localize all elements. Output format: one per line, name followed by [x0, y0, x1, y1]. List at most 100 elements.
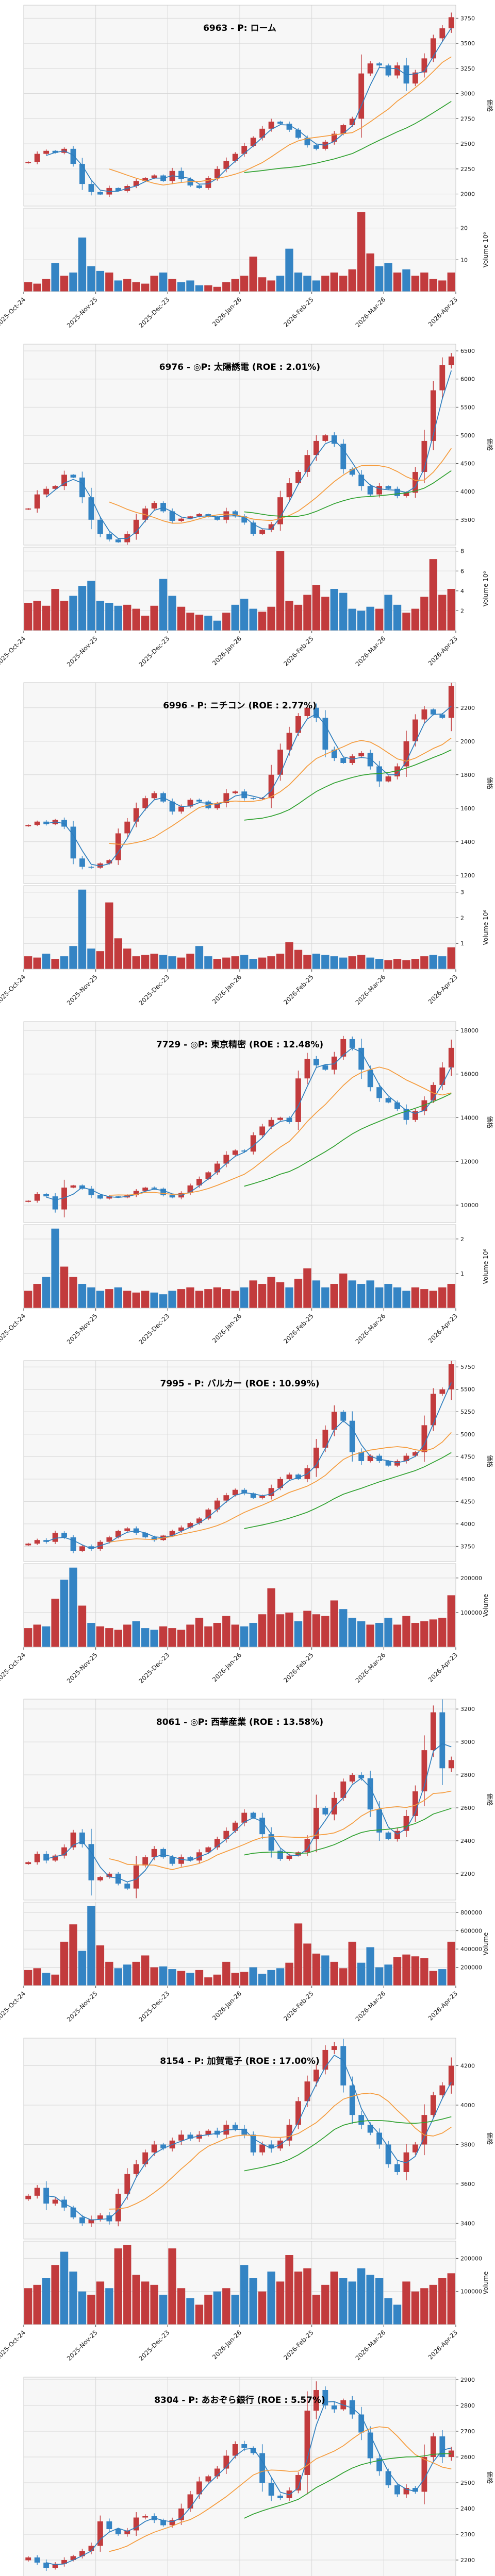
- x-tick-label: 2025-Nov-25: [65, 1990, 99, 2024]
- stock-chart-8304: 2025-Oct-242025-Nov-252025-Dec-232026-Ja…: [0, 2371, 495, 2576]
- price-tick-label: 3800: [460, 2142, 475, 2148]
- x-tick-label: 2025-Nov-25: [65, 974, 99, 1007]
- candlestick-volume-plot-8061: 2025-Oct-24 2025-Nov-25 2025-Dec-23 2026-Ja…: [0, 1699, 494, 2024]
- volume-tick-label: 200000: [460, 1964, 482, 1971]
- volume-panel-border: [23, 2241, 456, 2325]
- x-tick-label: 2026-Apr-23: [427, 1312, 459, 1344]
- x-tick-label: 2025-Nov-25: [65, 635, 99, 668]
- volume-axis-label: Volume: [482, 2272, 489, 2295]
- ma-short-line: [46, 2055, 452, 2221]
- x-tick-label: 2025-Nov-25: [65, 296, 99, 329]
- price-axis-ticks: 2000 2250 2500 2750 3000 3250 3500 3750: [456, 15, 475, 198]
- ma-mid-line: [109, 56, 452, 186]
- candlestick-volume-plot-8154: 2025-Oct-24 2025-Nov-25 2025-Dec-23 2026-Ja…: [0, 2038, 494, 2362]
- volume-bars: [24, 1228, 455, 1309]
- chart-title: 7729 - ◎P: 東京精密 (ROE : 12.48%): [156, 1039, 323, 1050]
- price-tick-label: 3000: [460, 1739, 475, 1746]
- volume-tick-label: 100000: [460, 1609, 482, 1616]
- chart-title: 8304 - P: あおぞら銀行 (ROE : 5.57%): [154, 2395, 325, 2405]
- x-tick-label: 2026-Mar-26: [354, 635, 387, 668]
- volume-axis-ticks: 100000 200000: [456, 1575, 482, 1616]
- grid-lines: [23, 1022, 456, 1309]
- candlestick-volume-plot-7995: 2025-Oct-24 2025-Nov-25 2025-Dec-23 2026-Ja…: [0, 1360, 494, 1685]
- price-axis-label: 価格: [486, 2471, 494, 2484]
- x-tick-label: 2026-Feb-25: [282, 2329, 315, 2361]
- price-tick-label: 4200: [460, 2063, 475, 2070]
- x-tick-label: 2025-Nov-25: [65, 1651, 99, 1685]
- stock-chart-7995: 2025-Oct-24 2025-Nov-25 2025-Dec-23 2026-Ja…: [0, 1355, 495, 1694]
- x-tick-label: 2025-Dec-23: [138, 296, 171, 329]
- price-tick-label: 12000: [460, 1158, 478, 1165]
- price-tick-label: 3750: [460, 15, 475, 22]
- volume-tick-label: 100000: [460, 2289, 482, 2295]
- volume-panel-border: [23, 547, 456, 631]
- price-tick-label: 5500: [460, 404, 475, 411]
- candlesticks: [25, 1699, 454, 1899]
- volume-tick-label: 4: [460, 588, 464, 595]
- x-tick-label: 2025-Oct-24: [0, 296, 27, 328]
- x-tick-label: 2026-Feb-25: [282, 1312, 315, 1345]
- price-tick-label: 16000: [460, 1071, 478, 1078]
- x-tick-label: 2025-Oct-24: [0, 1990, 27, 2023]
- price-tick-label: 2300: [460, 2531, 475, 2538]
- price-tick-label: 2400: [460, 1838, 475, 1844]
- x-tick-label: 2025-Oct-24: [0, 2329, 27, 2361]
- price-axis-label: 価格: [486, 1455, 494, 1467]
- volume-tick-label: 6: [460, 568, 464, 574]
- volume-bars: [24, 551, 455, 631]
- price-tick-label: 1800: [460, 772, 475, 778]
- candlesticks: [25, 1036, 454, 1217]
- volume-axis-label: Volume: [482, 1594, 489, 1617]
- x-tick-label: 2026-Jan-26: [211, 1651, 243, 1683]
- volume-bars: [24, 1906, 455, 1986]
- x-tick-label: 2025-Nov-25: [65, 2329, 99, 2362]
- x-tick-label: 2026-Jan-26: [211, 1990, 243, 2022]
- volume-panel-border: [23, 208, 456, 292]
- x-tick-label: 2026-Jan-26: [211, 1312, 243, 1344]
- grid-lines: [23, 5, 456, 292]
- x-tick-label: 2026-Jan-26: [211, 974, 243, 1006]
- x-tick-label: 2026-Jan-26: [211, 635, 243, 667]
- volume-tick-label: 8: [460, 548, 464, 554]
- stock-chart-6976: 2025-Oct-24 2025-Nov-25 2025-Dec-23 2026-Ja…: [0, 338, 495, 678]
- price-tick-label: 3600: [460, 2181, 475, 2188]
- price-tick-label: 3000: [460, 91, 475, 97]
- x-tick-label: 2026-Mar-26: [354, 974, 387, 1007]
- volume-axis-label: Volume 10⁶: [482, 571, 489, 606]
- x-tick-label: 2025-Oct-24: [0, 1651, 27, 1684]
- ma-mid-line: [109, 2092, 452, 2210]
- candlesticks: [25, 352, 454, 545]
- volume-tick-label: 10: [460, 257, 468, 263]
- price-tick-label: 2600: [460, 2454, 475, 2461]
- price-panel-border: [23, 344, 456, 546]
- price-axis-label: 価格: [486, 438, 494, 451]
- price-tick-label: 3500: [460, 40, 475, 47]
- x-tick-label: 2025-Dec-23: [138, 974, 171, 1007]
- x-tick-label: 2026-Apr-23: [427, 1990, 459, 2022]
- chart-title: 8154 - P: 加賀電子 (ROE : 17.00%): [160, 2056, 319, 2066]
- x-tick-label: 2026-Apr-23: [427, 974, 459, 1006]
- volume-tick-label: 1: [460, 941, 464, 947]
- ma-long-line: [244, 1452, 452, 1529]
- volume-tick-label: 200000: [460, 1575, 482, 1582]
- volume-tick-label: 2: [460, 1236, 464, 1243]
- chart-title: 6996 - P: ニチコン (ROE : 2.77%): [163, 701, 317, 711]
- x-tick-label: 2026-Feb-25: [282, 974, 315, 1006]
- volume-axis-ticks: 100000 200000: [456, 2256, 482, 2295]
- x-tick-label: 2025-Oct-24: [0, 1312, 27, 1345]
- x-tick-label: 2026-Mar-26: [354, 1651, 387, 1684]
- ma-long-line: [244, 100, 452, 173]
- volume-tick-label: 400000: [460, 1946, 482, 1953]
- price-tick-label: 2200: [460, 2557, 475, 2564]
- price-tick-label: 4750: [460, 1453, 475, 1460]
- ma-mid-line: [109, 1066, 452, 1196]
- price-tick-label: 4250: [460, 1498, 475, 1505]
- price-tick-label: 5250: [460, 1409, 475, 1415]
- volume-axis-label: Volume: [482, 1933, 489, 1956]
- price-tick-label: 6500: [460, 348, 475, 354]
- ma-short-line: [46, 1743, 452, 1883]
- chart-title: 6976 - ◎P: 太陽誘電 (ROE : 2.01%): [159, 362, 320, 372]
- price-tick-label: 2250: [460, 166, 475, 173]
- price-tick-label: 3200: [460, 1706, 475, 1713]
- price-tick-label: 2800: [460, 2402, 475, 2409]
